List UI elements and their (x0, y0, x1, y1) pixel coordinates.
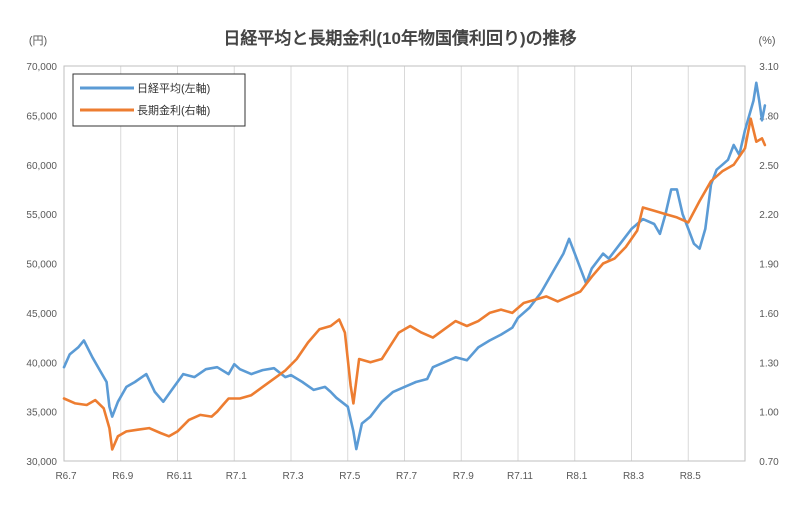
right-tick-label: 1.90 (759, 260, 779, 271)
legend-label-yield: 長期金利(右軸) (137, 103, 210, 117)
right-tick-label: 1.30 (759, 358, 779, 369)
right-axis-unit: (%) (758, 35, 775, 47)
right-tick-label: 3.10 (759, 62, 779, 73)
left-tick-label: 65,000 (26, 111, 57, 122)
right-tick-label: 1.60 (759, 309, 779, 320)
series-line-nikkei (62, 81, 767, 451)
legend-box (72, 73, 246, 127)
legend: 日経平均(左軸) 長期金利(右軸) (72, 73, 246, 127)
x-tick-label: R8.5 (680, 471, 702, 482)
x-tick-label: R6.7 (55, 471, 77, 482)
x-tick-label: R7.7 (396, 471, 418, 482)
left-tick-label: 60,000 (26, 161, 57, 172)
left-axis-unit: (円) (29, 35, 47, 47)
x-tick-label: R7.1 (226, 471, 248, 482)
right-tick-label: 1.00 (759, 408, 779, 419)
x-tick-label: R6.9 (112, 471, 134, 482)
vertical-gridlines (120, 66, 689, 461)
left-tick-label: 45,000 (26, 309, 57, 320)
left-axis-ticks: 30,000 35,000 40,000 45,000 50,000 55,000 60,0… (26, 62, 57, 468)
x-tick-label: R6.11 (167, 471, 193, 482)
chart-title: 日経平均と長期金利(10年物国債利回り)の推移 (223, 28, 576, 48)
x-tick-label: R7.3 (282, 471, 304, 482)
x-tick-label: R7.9 (453, 471, 475, 482)
left-tick-label: 35,000 (26, 408, 57, 419)
x-tick-label: R7.5 (339, 471, 361, 482)
legend-label-nikkei: 日経平均(左軸) (137, 81, 210, 95)
x-axis-ticks: R6.7 R6.9 R6.11 R7.1 R7.3 R7.5 R7.7 R7.9 R7.11 R8… (55, 471, 701, 482)
left-tick-label: 55,000 (26, 210, 57, 221)
plot-area-border (63, 65, 746, 462)
x-tick-label: R8.3 (623, 471, 645, 482)
series-line-yield (62, 117, 767, 451)
right-tick-label: 0.70 (759, 457, 779, 468)
right-tick-label: 2.20 (759, 210, 779, 221)
left-tick-label: 40,000 (26, 358, 57, 369)
series-layer (62, 81, 767, 451)
left-tick-label: 30,000 (26, 457, 57, 468)
left-tick-label: 50,000 (26, 260, 57, 271)
right-tick-label: 2.50 (759, 161, 779, 172)
x-tick-label: R7.11 (507, 471, 533, 482)
x-tick-label: R8.1 (566, 471, 588, 482)
right-axis-ticks: 0.70 1.00 1.30 1.60 1.90 2.20 2.50 2.80 3.10 (759, 62, 779, 468)
left-tick-label: 70,000 (26, 62, 57, 73)
right-tick-label: 2.80 (759, 111, 779, 122)
